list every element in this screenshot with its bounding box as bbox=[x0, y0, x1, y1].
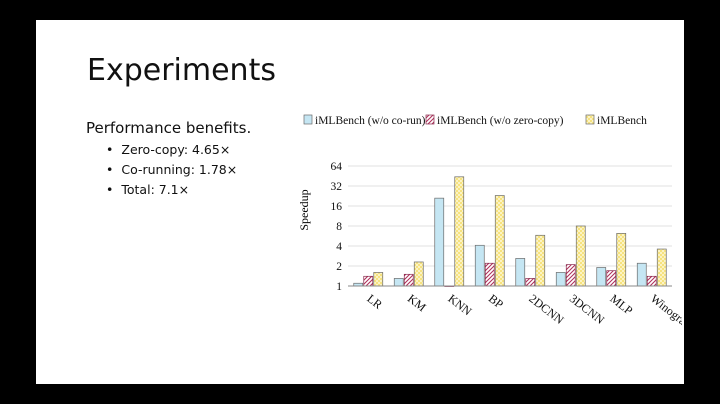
y-tick-label: 8 bbox=[336, 221, 342, 233]
bar bbox=[474, 244, 485, 287]
bar bbox=[454, 176, 465, 287]
bar bbox=[606, 270, 617, 287]
y-tick-label: 4 bbox=[336, 241, 342, 253]
bullet-total: Total: 7.1× bbox=[106, 180, 237, 200]
bar bbox=[646, 275, 657, 287]
bar bbox=[565, 264, 576, 287]
x-tick-label: MLP bbox=[607, 291, 635, 317]
chart-bars bbox=[353, 176, 667, 287]
bar bbox=[656, 248, 667, 287]
x-tick-label: 2DCNN bbox=[526, 291, 566, 327]
x-tick-label: LR bbox=[364, 291, 385, 311]
y-tick-label: 32 bbox=[331, 181, 343, 193]
slide: Experiments Performance benefits. Zero-c… bbox=[36, 20, 684, 384]
bar bbox=[525, 278, 536, 287]
bar bbox=[596, 267, 607, 287]
y-tick-label: 64 bbox=[331, 161, 343, 173]
x-tick-label: KNN bbox=[445, 291, 474, 318]
lead-text: Performance benefits. bbox=[86, 119, 252, 137]
chart-legend: iMLBench (w/o co-run) iMLBench (w/o zero-… bbox=[303, 114, 647, 127]
bar bbox=[413, 261, 424, 287]
x-tick-label: BP bbox=[486, 291, 506, 311]
legend-label: iMLBench (w/o co-run) bbox=[315, 115, 426, 127]
y-tick-label: 2 bbox=[336, 261, 342, 273]
y-tick-label: 1 bbox=[336, 281, 342, 293]
bullet-list: Zero-copy: 4.65× Co-running: 1.78× Total… bbox=[106, 140, 237, 200]
chart-grid bbox=[348, 165, 672, 287]
bar bbox=[515, 258, 526, 287]
slide-title: Experiments bbox=[87, 53, 276, 88]
bar bbox=[434, 197, 445, 287]
bar bbox=[575, 225, 586, 287]
legend-label: iMLBench (w/o zero-copy) bbox=[437, 115, 564, 127]
bar bbox=[636, 262, 647, 287]
legend-swatch bbox=[585, 114, 595, 125]
bar bbox=[363, 275, 374, 287]
bar bbox=[484, 262, 495, 287]
x-tick-label: Winograd bbox=[648, 291, 682, 331]
bar bbox=[535, 234, 546, 287]
bar bbox=[393, 278, 404, 287]
bar bbox=[494, 195, 505, 287]
bar bbox=[555, 272, 566, 287]
y-tick-label: 16 bbox=[331, 201, 343, 213]
bar bbox=[373, 272, 384, 287]
bullet-co-running: Co-running: 1.78× bbox=[106, 160, 237, 180]
bar bbox=[616, 233, 627, 287]
bar bbox=[403, 273, 414, 287]
legend-swatch bbox=[303, 114, 313, 125]
bullet-zero-copy: Zero-copy: 4.65× bbox=[106, 140, 237, 160]
speedup-chart: iMLBench (w/o co-run) iMLBench (w/o zero-… bbox=[297, 114, 682, 332]
legend-label: iMLBench bbox=[597, 115, 647, 127]
y-axis-label: Speedup bbox=[297, 189, 311, 230]
x-tick-label: 3DCNN bbox=[567, 291, 607, 327]
x-tick-label: KM bbox=[405, 291, 429, 314]
legend-swatch bbox=[425, 114, 435, 125]
